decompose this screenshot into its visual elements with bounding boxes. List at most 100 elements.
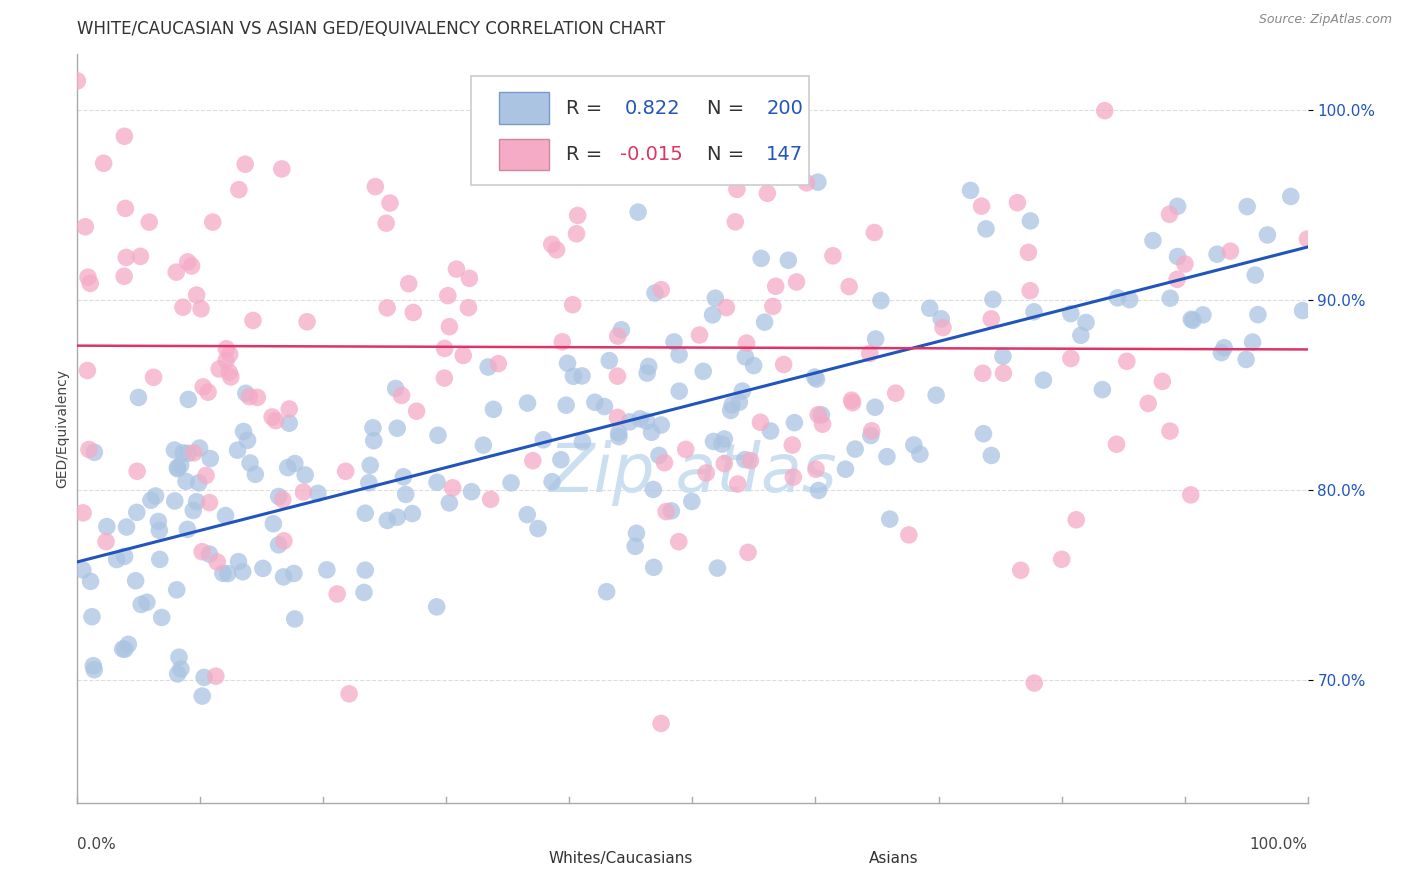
Point: [1019, 284, 1042, 298]
Point: [637, 359, 659, 374]
Point: [198, 495, 221, 509]
Point: [183, 446, 205, 460]
Point: [1211, 345, 1233, 359]
Point: [834, 462, 856, 476]
Point: [398, 277, 420, 291]
Point: [176, 255, 198, 269]
Point: [734, 452, 756, 467]
Point: [273, 533, 295, 548]
Point: [688, 328, 710, 343]
Point: [702, 308, 724, 322]
Point: [212, 566, 235, 581]
Point: [541, 475, 564, 489]
Point: [197, 385, 219, 400]
Point: [786, 275, 808, 289]
Point: [980, 449, 1002, 463]
Text: Whites/Caucasians: Whites/Caucasians: [548, 852, 693, 866]
Point: [993, 366, 1015, 380]
Point: [725, 182, 748, 196]
Point: [214, 508, 236, 523]
Point: [226, 443, 249, 458]
Point: [127, 464, 149, 478]
Point: [267, 538, 290, 552]
Text: 0.0%: 0.0%: [77, 837, 117, 852]
Point: [737, 545, 759, 559]
Point: [402, 305, 425, 319]
Point: [550, 452, 572, 467]
Point: [1219, 244, 1241, 259]
Point: [742, 359, 765, 373]
Point: [741, 126, 763, 140]
Point: [145, 489, 167, 503]
Point: [482, 402, 505, 417]
Point: [1167, 250, 1189, 264]
Point: [187, 475, 209, 490]
Point: [803, 370, 825, 384]
Point: [172, 300, 194, 314]
Point: [460, 484, 482, 499]
Point: [219, 370, 242, 384]
Point: [841, 393, 863, 408]
Bar: [499, 139, 548, 170]
Point: [165, 265, 187, 279]
Point: [401, 507, 423, 521]
Point: [433, 371, 456, 385]
Point: [363, 434, 385, 448]
Point: [807, 408, 830, 422]
Point: [972, 366, 994, 380]
Point: [859, 346, 882, 360]
Point: [1159, 424, 1181, 438]
Text: Zip atlas: Zip atlas: [548, 440, 837, 506]
Point: [458, 271, 481, 285]
Point: [1167, 199, 1189, 213]
Point: [451, 349, 474, 363]
Point: [1159, 207, 1181, 221]
Point: [441, 481, 464, 495]
Point: [1256, 227, 1278, 242]
Point: [186, 288, 208, 302]
Point: [387, 510, 409, 524]
Point: [252, 561, 274, 575]
Point: [859, 428, 882, 442]
Point: [278, 402, 301, 417]
Point: [1174, 257, 1197, 271]
Point: [1180, 488, 1202, 502]
Point: [610, 323, 633, 337]
Point: [650, 417, 672, 432]
Point: [668, 348, 690, 362]
Point: [392, 470, 415, 484]
Point: [200, 451, 222, 466]
Point: [756, 186, 779, 201]
Point: [129, 598, 152, 612]
Point: [562, 369, 585, 384]
Point: [583, 395, 606, 409]
Point: [1070, 328, 1092, 343]
Point: [307, 486, 329, 500]
Point: [215, 342, 238, 356]
Point: [94, 534, 117, 549]
Point: [72, 563, 94, 577]
Point: [806, 372, 828, 386]
Point: [598, 353, 620, 368]
Point: [246, 391, 269, 405]
Point: [650, 716, 672, 731]
Point: [163, 443, 186, 458]
Point: [205, 669, 228, 683]
Point: [181, 503, 204, 517]
Point: [762, 300, 785, 314]
Point: [176, 522, 198, 536]
Point: [1024, 676, 1046, 690]
Point: [749, 252, 772, 266]
Point: [315, 563, 337, 577]
Point: [186, 494, 208, 508]
Point: [557, 356, 579, 370]
Point: [378, 196, 401, 211]
Point: [105, 552, 128, 566]
Point: [215, 353, 238, 368]
Point: [516, 396, 538, 410]
Point: [516, 508, 538, 522]
Point: [595, 584, 617, 599]
Point: [387, 421, 409, 435]
Text: 0.822: 0.822: [624, 99, 681, 118]
Point: [486, 357, 509, 371]
